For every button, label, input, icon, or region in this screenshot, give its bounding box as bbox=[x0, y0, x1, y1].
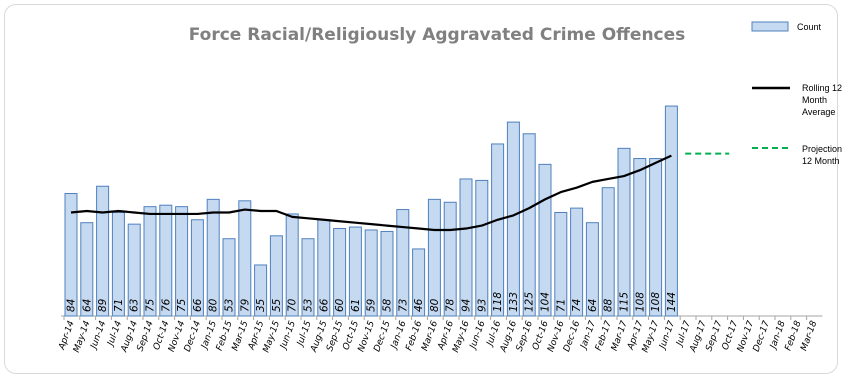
bar-value-label: 88 bbox=[603, 298, 615, 312]
bar-value-label: 64 bbox=[81, 299, 93, 312]
bar-value-label: 108 bbox=[634, 292, 646, 312]
bar-value-label: 94 bbox=[461, 299, 473, 312]
bar-value-label: 55 bbox=[271, 298, 283, 312]
plot-area: 84 64 89 71 63 75 76 75 66 80 53 79 35 55 70 53 66 60 61 59… bbox=[57, 105, 823, 354]
legend-rolling-label-3: Average bbox=[802, 107, 835, 117]
bar-value-label: 64 bbox=[587, 299, 599, 312]
bar-value-label: 118 bbox=[492, 292, 504, 312]
legend-count-label: Count bbox=[797, 22, 822, 32]
bar bbox=[396, 209, 410, 317]
bar-value-label: 59 bbox=[366, 298, 378, 312]
bar-value-label: 133 bbox=[508, 292, 520, 312]
bar bbox=[649, 158, 663, 317]
bar-value-label: 60 bbox=[334, 298, 346, 312]
bar bbox=[601, 187, 615, 317]
bar-value-label: 80 bbox=[208, 298, 220, 312]
bar-value-label: 89 bbox=[97, 298, 109, 312]
bar bbox=[206, 198, 220, 317]
bar bbox=[617, 147, 631, 317]
bar-value-label: 144 bbox=[666, 292, 678, 312]
bar-value-label: 70 bbox=[287, 298, 299, 312]
bar bbox=[475, 179, 489, 317]
bar bbox=[570, 207, 584, 317]
bar-value-label: 79 bbox=[239, 298, 251, 312]
bar bbox=[64, 193, 78, 317]
bar-value-label: 35 bbox=[255, 298, 267, 312]
bar bbox=[96, 185, 110, 317]
bar bbox=[238, 200, 252, 317]
bar-value-label: 58 bbox=[382, 298, 394, 312]
bar bbox=[301, 238, 315, 317]
bar-value-label: 46 bbox=[413, 298, 425, 312]
bar bbox=[664, 105, 678, 317]
bar-value-label: 108 bbox=[650, 292, 662, 312]
bar bbox=[522, 133, 536, 317]
bar bbox=[159, 204, 173, 317]
bar bbox=[175, 206, 189, 317]
legend-rolling-label-2: Month bbox=[802, 95, 827, 105]
bar-value-label: 53 bbox=[303, 299, 315, 312]
bar-value-label: 53 bbox=[224, 299, 236, 312]
bar bbox=[506, 121, 520, 317]
bar-value-label: 73 bbox=[397, 299, 409, 312]
bar-value-label: 61 bbox=[350, 299, 362, 312]
bar bbox=[380, 230, 394, 317]
bar-value-label: 66 bbox=[192, 298, 204, 312]
legend-rolling-label-1: Rolling 12 bbox=[802, 83, 842, 93]
bar-value-label: 84 bbox=[66, 299, 78, 312]
bar bbox=[269, 235, 283, 317]
legend-projection-label-2: 12 Month bbox=[802, 156, 840, 166]
bar-value-label: 104 bbox=[540, 292, 552, 312]
bar-value-label: 125 bbox=[524, 292, 536, 312]
bar-value-label: 78 bbox=[445, 298, 457, 312]
bar bbox=[554, 211, 568, 317]
bar bbox=[333, 228, 347, 317]
bar bbox=[364, 229, 378, 317]
bar bbox=[111, 211, 125, 317]
legend-count-swatch bbox=[751, 21, 789, 32]
bar bbox=[348, 226, 362, 317]
bar-value-label: 74 bbox=[571, 299, 583, 312]
bar-value-label: 75 bbox=[145, 298, 157, 312]
bar-value-label: 71 bbox=[555, 299, 567, 312]
bar-value-label: 93 bbox=[476, 299, 488, 312]
bar-value-label: 63 bbox=[129, 299, 141, 312]
bar bbox=[491, 143, 505, 317]
legend-projection-label-1: Projection bbox=[802, 144, 842, 154]
bar-value-label: 66 bbox=[318, 298, 330, 312]
bar bbox=[254, 264, 268, 317]
bar bbox=[127, 223, 141, 317]
bar bbox=[222, 238, 236, 317]
bar-value-label: 75 bbox=[176, 298, 188, 312]
bar bbox=[427, 198, 441, 317]
bar bbox=[190, 219, 204, 317]
bar-value-label: 115 bbox=[619, 292, 631, 312]
legend: Count Rolling 12 Month Average Projectio… bbox=[751, 21, 842, 166]
bar-value-label: 76 bbox=[160, 298, 172, 312]
bar-value-label: 80 bbox=[429, 298, 441, 312]
bar bbox=[285, 213, 299, 317]
chart-title: Force Racial/Religiously Aggravated Crim… bbox=[189, 25, 686, 45]
bar-value-label: 71 bbox=[113, 299, 125, 312]
bar bbox=[633, 158, 647, 317]
bar bbox=[585, 222, 599, 317]
bar bbox=[143, 206, 157, 317]
bar bbox=[459, 178, 473, 317]
bar bbox=[80, 222, 94, 317]
rolling-average-line bbox=[70, 154, 672, 232]
bar bbox=[412, 248, 426, 317]
